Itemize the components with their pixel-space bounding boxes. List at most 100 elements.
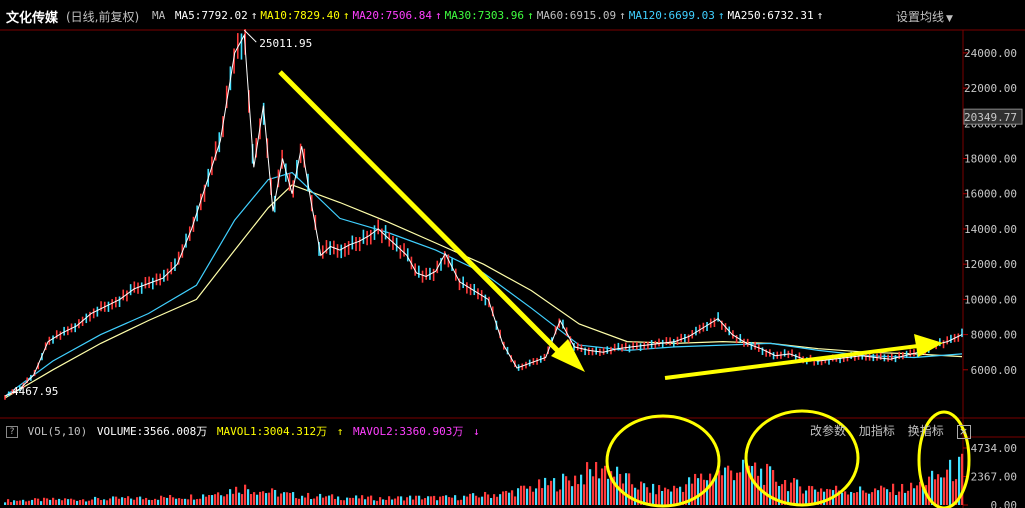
ma-item: MA5:7792.02 bbox=[174, 9, 248, 22]
volume-bar bbox=[277, 496, 280, 505]
volume-bar bbox=[787, 491, 790, 505]
price-tick-label: 16000.00 bbox=[964, 188, 1017, 201]
volume-bar bbox=[472, 493, 475, 505]
volume-bar bbox=[715, 476, 718, 505]
chart-header: 文化传媒 (日线,前复权) MA MA5:7792.02 ↑ MA10:7829.4… bbox=[0, 0, 1025, 30]
volume-bar bbox=[439, 496, 442, 505]
volume-bar bbox=[253, 492, 256, 505]
collapse-icon[interactable]: ? bbox=[6, 426, 18, 438]
volume-bar bbox=[664, 487, 667, 505]
volume-bar bbox=[388, 496, 391, 505]
edit-params-button[interactable]: 改参数 bbox=[810, 424, 847, 438]
volume-bar bbox=[127, 496, 130, 505]
volume-bar bbox=[295, 498, 298, 505]
close-icon[interactable]: × bbox=[956, 425, 971, 439]
volume-bar bbox=[412, 499, 415, 505]
volume-bar bbox=[298, 498, 301, 505]
volume-bar bbox=[505, 490, 508, 505]
volume-bar bbox=[589, 469, 592, 505]
volume-bar bbox=[385, 499, 388, 505]
volume-bar bbox=[796, 479, 799, 505]
volume-bar bbox=[67, 499, 70, 505]
volume-bar bbox=[271, 488, 274, 505]
volume-bar bbox=[577, 484, 580, 505]
volume-bar bbox=[730, 470, 733, 505]
volume-bar bbox=[886, 489, 889, 505]
volume-bar bbox=[655, 494, 658, 505]
price-tick-label: 24000.00 bbox=[964, 47, 1017, 60]
volume-bar bbox=[553, 478, 556, 505]
volume-value: VOLUME:3566.008万 bbox=[96, 425, 208, 438]
volume-bar bbox=[13, 500, 16, 505]
volume-bar bbox=[892, 483, 895, 505]
ma-item: MA30:7303.96 bbox=[444, 9, 525, 22]
volume-bar bbox=[175, 498, 178, 505]
vol-tick-label: 2367.00 bbox=[971, 471, 1017, 484]
volume-bar bbox=[631, 484, 634, 505]
volume-bar bbox=[637, 489, 640, 505]
volume-bar bbox=[766, 463, 769, 505]
volume-bar bbox=[694, 473, 697, 505]
volume-highlight-circle bbox=[605, 414, 721, 508]
volume-toolbar: 改参数 加指标 换指标 × bbox=[810, 422, 980, 439]
volume-bar bbox=[763, 484, 766, 505]
ma-prefix: MA bbox=[152, 9, 166, 22]
volume-bar bbox=[880, 485, 883, 505]
volume-bar bbox=[406, 497, 409, 505]
downtrend-arrow-head bbox=[551, 339, 585, 372]
price-lines bbox=[4, 29, 963, 400]
volume-bar bbox=[205, 496, 208, 505]
volume-bar bbox=[853, 492, 856, 505]
volume-bar bbox=[700, 473, 703, 505]
volume-bar bbox=[430, 496, 433, 505]
volume-bar bbox=[481, 496, 484, 505]
period-label[interactable]: (日线,前复权) bbox=[66, 10, 140, 24]
volume-bar bbox=[142, 499, 145, 505]
ma-settings-button[interactable]: 设置均线 ▼ bbox=[896, 8, 953, 25]
volume-bar bbox=[307, 492, 310, 505]
price-tick-label: 22000.00 bbox=[964, 82, 1017, 95]
volume-bar bbox=[379, 497, 382, 505]
volume-bar bbox=[955, 479, 958, 505]
volume-bar bbox=[376, 500, 379, 505]
volume-bar bbox=[25, 501, 28, 505]
volume-bar bbox=[262, 491, 265, 505]
volume-bar bbox=[736, 472, 739, 505]
volume-bar bbox=[838, 490, 841, 505]
volume-bar bbox=[73, 499, 76, 505]
add-indicator-button[interactable]: 加指标 bbox=[858, 424, 895, 438]
volume-bar bbox=[679, 486, 682, 505]
volume-bar bbox=[691, 483, 694, 505]
volume-bar bbox=[145, 497, 148, 505]
volume-bar bbox=[148, 499, 151, 505]
volume-bar bbox=[154, 498, 157, 505]
volume-bar bbox=[580, 474, 583, 505]
volume-bar bbox=[247, 489, 250, 505]
volume-bar bbox=[139, 496, 142, 505]
volume-bar bbox=[745, 452, 748, 505]
volume-bar bbox=[907, 490, 910, 505]
volume-bar bbox=[310, 499, 313, 505]
ma-arrow-icon: ↑ bbox=[717, 9, 725, 22]
volume-bar bbox=[673, 485, 676, 505]
volume-bar bbox=[61, 500, 64, 505]
volume-bar bbox=[106, 500, 109, 505]
start-label: 4467.95 bbox=[12, 385, 58, 398]
volume-bar bbox=[718, 470, 721, 505]
volume-bar bbox=[709, 473, 712, 505]
price-tick-label: 12000.00 bbox=[964, 258, 1017, 271]
switch-indicator-button[interactable]: 换指标 bbox=[907, 424, 944, 438]
volume-bar bbox=[280, 493, 283, 505]
volume-bar bbox=[217, 492, 220, 505]
volume-bar bbox=[136, 497, 139, 505]
volume-bar bbox=[940, 477, 943, 505]
volume-bar bbox=[358, 498, 361, 505]
mavol1-arrow-icon: ↑ bbox=[336, 425, 344, 438]
volume-bar bbox=[289, 493, 292, 505]
volume-bar bbox=[163, 497, 166, 505]
volume-bar bbox=[91, 499, 94, 505]
volume-bar bbox=[7, 499, 10, 505]
volume-bar bbox=[391, 499, 394, 505]
volume-bar bbox=[856, 492, 859, 505]
